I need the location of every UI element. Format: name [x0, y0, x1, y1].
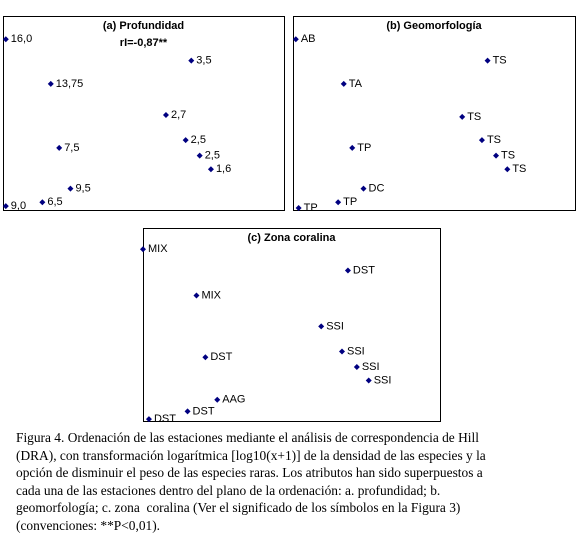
point — [202, 354, 209, 361]
point — [493, 152, 500, 159]
point — [162, 111, 169, 118]
caption: Figura 4. Ordenación de las estaciones m… — [16, 429, 572, 535]
point — [478, 137, 485, 144]
point-label: AB — [301, 33, 316, 45]
panel-subtitle: rI=-0,87** — [120, 37, 168, 49]
point-label: MIX — [201, 289, 221, 301]
point — [459, 113, 466, 120]
point — [340, 80, 347, 87]
point-label: DST — [353, 264, 375, 276]
point — [292, 36, 299, 43]
point-label: SSI — [362, 361, 380, 373]
point-label: DST — [154, 413, 176, 425]
point — [360, 185, 367, 192]
point-label: DST — [193, 405, 215, 417]
point-label: TS — [493, 55, 507, 67]
point — [504, 166, 511, 173]
point-label: 9,0 — [11, 200, 26, 212]
point — [67, 185, 74, 192]
point — [349, 144, 356, 151]
point-label: SSI — [347, 345, 365, 357]
point — [214, 396, 221, 403]
point-label: 2,5 — [191, 134, 206, 146]
point — [184, 408, 191, 415]
point-label: TS — [501, 150, 515, 162]
point — [47, 80, 54, 87]
point-label: AAG — [222, 394, 245, 406]
point-label: TA — [349, 78, 363, 90]
point-label: 2,7 — [171, 109, 186, 121]
point — [39, 199, 46, 206]
point — [338, 348, 345, 355]
point — [140, 246, 146, 253]
point-label: DST — [210, 351, 232, 363]
point-label: 7,5 — [64, 142, 79, 154]
point — [365, 377, 372, 384]
panel-title: (c) Zona coralina — [247, 232, 336, 244]
point — [318, 323, 325, 330]
point-label: 3,5 — [196, 55, 211, 67]
point — [484, 57, 491, 64]
point-label: TP — [304, 202, 318, 214]
point-label: 6,5 — [47, 196, 62, 208]
point-label: 13,75 — [56, 78, 84, 90]
caption-line: (convenciones: **P<0,01). — [16, 517, 161, 533]
point — [207, 166, 214, 173]
point — [193, 292, 200, 299]
panel: (c) Zona coralinaMIXDSTMIXSSISSIDSTSSISS… — [140, 228, 441, 425]
point-label: 2,5 — [205, 150, 220, 162]
point — [2, 203, 9, 210]
point-label: TP — [343, 196, 357, 208]
caption-line: cada una de las estaciones dentro del pl… — [16, 482, 441, 498]
point — [353, 363, 360, 370]
point — [188, 57, 195, 64]
point — [196, 152, 203, 159]
point — [335, 199, 342, 206]
point — [56, 144, 63, 151]
panel-title: (b) Geomorfología — [386, 20, 482, 32]
point-label: TS — [512, 163, 526, 175]
plot-frame — [293, 16, 576, 211]
point — [145, 416, 152, 423]
point-label: SSI — [374, 374, 392, 386]
point-label: MIX — [148, 243, 168, 255]
point-label: SSI — [326, 320, 344, 332]
caption-line: Figura 4. Ordenación de las estaciones m… — [16, 430, 479, 445]
plot-frame — [143, 228, 441, 422]
caption-line: opción de disminuir el peso de las espec… — [16, 465, 483, 481]
point — [344, 267, 351, 274]
point-label: TS — [487, 134, 501, 146]
point — [2, 36, 9, 43]
point-label: DC — [369, 183, 385, 195]
point-label: 9,5 — [75, 183, 90, 195]
point-label: TS — [467, 111, 481, 123]
caption-line: geomorfología; c. zona coralina (Ver el … — [16, 500, 461, 516]
caption-line: (DRA), con transformación logarítmica [l… — [16, 447, 486, 463]
point — [182, 137, 189, 144]
panel-title: (a) Profundidad — [103, 20, 184, 32]
panel: (a) Profundidad rI=-0,87** 16,0 3,5 13,75 2,7… — [2, 16, 285, 212]
point-label: 1,6 — [216, 163, 231, 175]
point-label: TP — [357, 142, 371, 154]
point-label: 16,0 — [11, 33, 32, 45]
point — [295, 205, 302, 212]
charts: (a) Profundidad rI=-0,87** 16,0 3,5 13,75 2,7… — [2, 16, 576, 425]
plot-frame — [3, 16, 285, 211]
